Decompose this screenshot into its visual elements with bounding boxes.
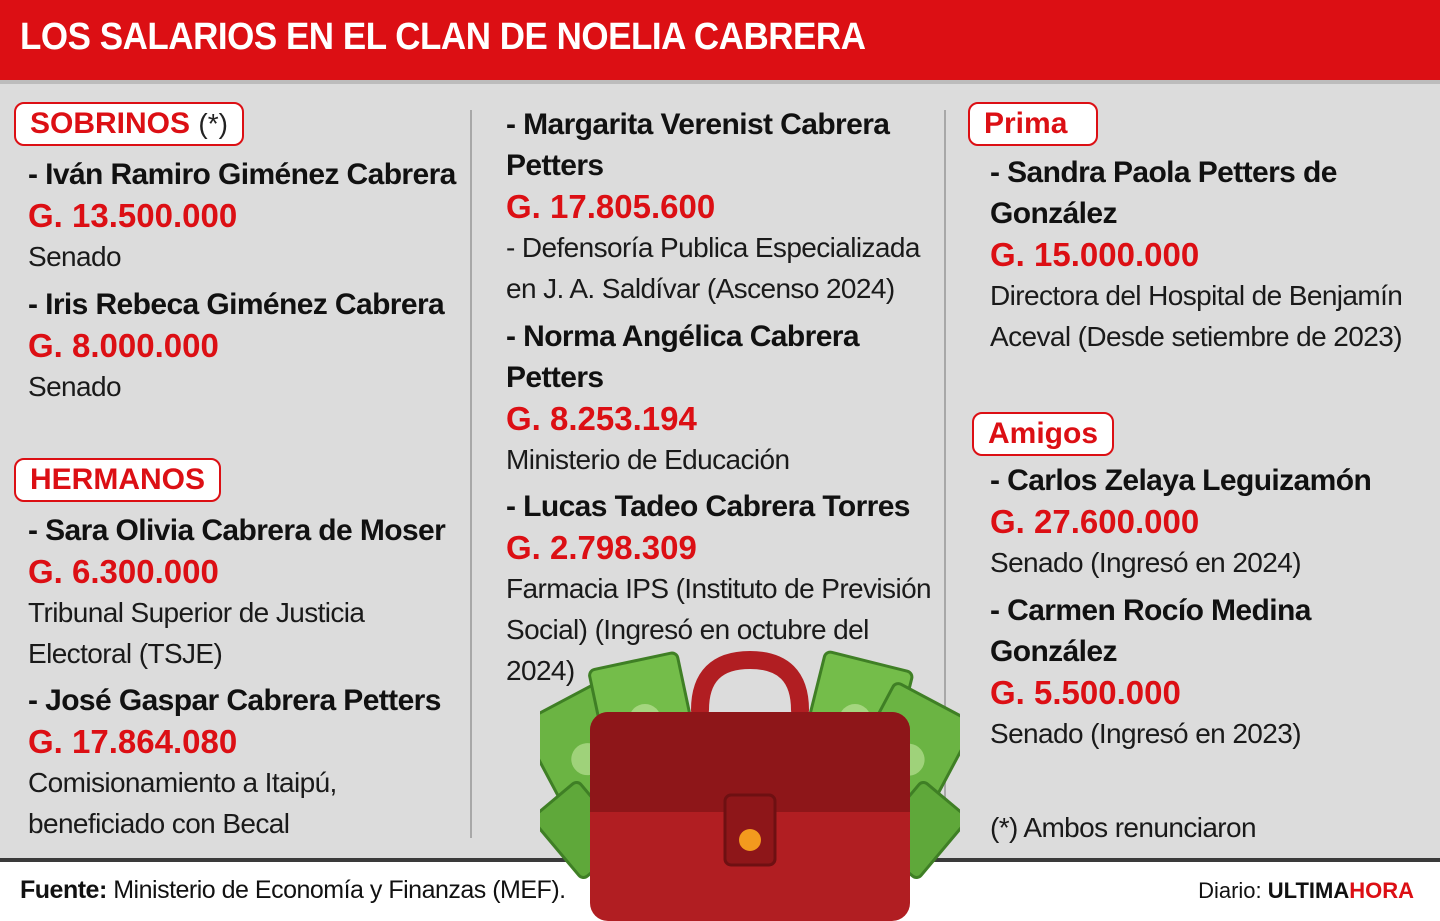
- briefcase: [590, 650, 910, 921]
- entry-place: Senado: [28, 241, 122, 272]
- brand-prefix: Diario:: [1198, 878, 1268, 903]
- entry-name: - Carmen Rocío Medina: [990, 594, 1311, 627]
- entry-name: - Sara Olivia Cabrera de Moser: [28, 514, 446, 547]
- entry-amount: G. 5.500.000: [990, 674, 1181, 711]
- entry-carmen: - Carmen Rocío Medina González G. 5.500.…: [990, 590, 1430, 754]
- entry-sandra: - Sandra Paola Petters de González G. 15…: [990, 152, 1430, 357]
- entry-place: 2024): [506, 655, 575, 686]
- entry-place: Senado (Ingresó en 2023): [990, 718, 1302, 749]
- entry-name: - Sandra Paola Petters de: [990, 156, 1337, 189]
- prima-badge: Prima: [968, 102, 1098, 146]
- entry-amount: G. 17.805.600: [506, 188, 716, 225]
- entry-place: en J. A. Saldívar (Ascenso 2024): [506, 273, 895, 304]
- amigos-label: Amigos: [988, 417, 1099, 450]
- entry-amount: G. 13.500.000: [28, 197, 238, 234]
- entry-name: Petters: [506, 149, 604, 182]
- entry-place: - Defensoría Publica Especializada: [506, 232, 920, 263]
- entry-place: Tribunal Superior de Justicia: [28, 597, 365, 628]
- column-divider-left: [470, 110, 472, 838]
- entry-name: - Iván Ramiro Giménez Cabrera: [28, 158, 456, 191]
- brand-credit: Diario: ULTIMAHORA: [1198, 878, 1414, 904]
- source-line: Fuente: Ministerio de Economía y Finanza…: [20, 876, 566, 905]
- sobrinos-footnote-mark: (*): [198, 108, 228, 139]
- entry-name: - Iris Rebeca Giménez Cabrera: [28, 288, 445, 321]
- entry-place: Aceval (Desde setiembre de 2023): [990, 321, 1403, 352]
- entry-name: - José Gaspar Cabrera Petters: [28, 684, 441, 717]
- entry-margarita: - Margarita Verenist Cabrera Petters G. …: [506, 104, 946, 309]
- entry-name: González: [990, 635, 1117, 668]
- entry-norma: - Norma Angélica Cabrera Petters G. 8.25…: [506, 316, 946, 480]
- briefcase-with-money-icon: [540, 650, 960, 921]
- source-label: Fuente:: [20, 876, 107, 904]
- entry-amount: G. 8.000.000: [28, 327, 219, 364]
- entry-name: - Lucas Tadeo Cabrera Torres: [506, 490, 910, 523]
- page-title: LOS SALARIOS EN EL CLAN DE NOELIA CABRER…: [20, 16, 866, 58]
- prima-label: Prima: [984, 107, 1068, 140]
- entry-place: Farmacia IPS (Instituto de Previsión: [506, 573, 932, 604]
- amigos-badge: Amigos: [972, 412, 1115, 456]
- entry-hermano-1: - Sara Olivia Cabrera de Moser G. 6.300.…: [28, 510, 468, 674]
- sobrinos-badge: SOBRINOS (*): [14, 102, 244, 146]
- entry-amount: G. 27.600.000: [990, 503, 1200, 540]
- entry-place: Social) (Ingresó en octubre del: [506, 614, 869, 645]
- entry-name: González: [990, 197, 1117, 230]
- entry-place: beneficiado con Becal: [28, 808, 290, 839]
- source-text: Ministerio de Economía y Finanzas (MEF).: [106, 876, 566, 904]
- entry-name: - Norma Angélica Cabrera: [506, 320, 860, 353]
- entry-name: - Margarita Verenist Cabrera: [506, 108, 890, 141]
- brand-logo-hora: HORA: [1349, 878, 1414, 903]
- entry-place: Senado: [28, 371, 122, 402]
- entry-name: - Carlos Zelaya Leguizamón: [990, 464, 1372, 497]
- entry-amount: G. 17.864.080: [28, 723, 238, 760]
- entry-place: Directora del Hospital de Benjamín: [990, 280, 1403, 311]
- hermanos-badge: HERMANOS: [14, 458, 222, 502]
- entry-sobrino-1: - Iván Ramiro Giménez Cabrera G. 13.500.…: [28, 154, 468, 277]
- entry-amount: G. 15.000.000: [990, 236, 1200, 273]
- sobrinos-label: SOBRINOS: [30, 107, 191, 140]
- entry-lucas: - Lucas Tadeo Cabrera Torres G. 2.798.30…: [506, 486, 936, 691]
- brand-logo-ultima: ULTIMA: [1267, 878, 1350, 903]
- content-panel: SOBRINOS (*) - Iván Ramiro Giménez Cabre…: [0, 80, 1440, 858]
- entry-place: Comisionamiento a Itaipú,: [28, 767, 337, 798]
- hermanos-label: HERMANOS: [30, 463, 206, 496]
- entry-place: Electoral (TSJE): [28, 638, 223, 669]
- title-banner: LOS SALARIOS EN EL CLAN DE NOELIA CABRER…: [0, 0, 1440, 80]
- entry-sobrino-2: - Iris Rebeca Giménez Cabrera G. 8.000.0…: [28, 284, 468, 407]
- entry-amount: G. 6.300.000: [28, 553, 219, 590]
- entry-carlos: - Carlos Zelaya Leguizamón G. 27.600.000…: [990, 460, 1430, 583]
- entry-place: Ministerio de Educación: [506, 444, 790, 475]
- footnote: (*) Ambos renunciaron: [990, 812, 1257, 843]
- entry-hermano-2: - José Gaspar Cabrera Petters G. 17.864.…: [28, 680, 468, 844]
- entry-amount: G. 8.253.194: [506, 400, 697, 437]
- entry-place: Senado (Ingresó en 2024): [990, 547, 1302, 578]
- column-divider-right: [944, 110, 946, 838]
- entry-name: Petters: [506, 361, 604, 394]
- entry-amount: G. 2.798.309: [506, 529, 697, 566]
